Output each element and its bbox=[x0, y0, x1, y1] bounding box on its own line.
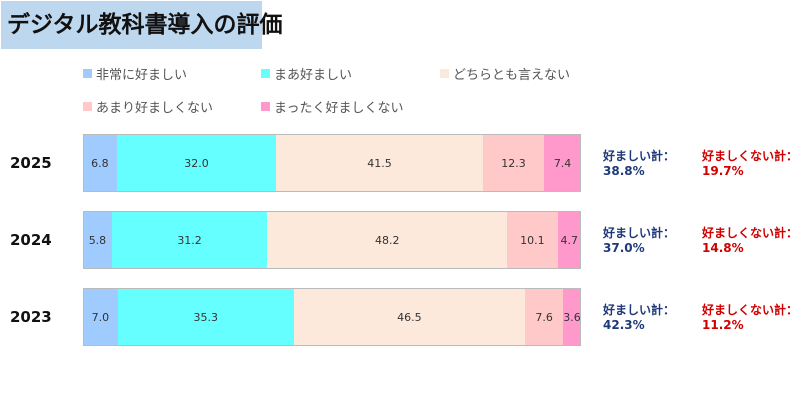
legend-swatch bbox=[261, 69, 270, 78]
negative-total-value: 19.7% bbox=[702, 164, 744, 178]
positive-total-value: 38.8% bbox=[603, 164, 645, 178]
bar-segment: 46.5 bbox=[293, 288, 526, 346]
bar-segment: 3.6 bbox=[563, 288, 581, 346]
chart-title: デジタル教科書導入の評価 bbox=[1, 1, 283, 49]
negative-total-label: 好ましくない計： bbox=[702, 303, 799, 317]
legend-label: まったく好ましくない bbox=[274, 101, 404, 116]
bar-segment: 12.3 bbox=[482, 134, 545, 192]
positive-total: 好ましい計： 37.0% bbox=[603, 226, 675, 256]
bar-segment: 35.3 bbox=[117, 288, 294, 346]
legend-label: どちらとも言えない bbox=[453, 68, 571, 83]
legend-swatch bbox=[440, 69, 449, 78]
positive-total-label: 好ましい計： bbox=[603, 303, 676, 317]
legend-item: まあ好ましい bbox=[261, 64, 352, 83]
negative-total: 好ましくない計： 19.7% bbox=[702, 149, 798, 179]
bar-outline bbox=[83, 288, 581, 346]
bar-segment: 10.1 bbox=[507, 211, 558, 269]
bar-segment: 5.8 bbox=[83, 211, 112, 269]
legend-swatch bbox=[261, 102, 270, 111]
positive-total-value: 37.0% bbox=[603, 241, 645, 255]
bar-segment: 48.2 bbox=[267, 211, 508, 269]
positive-total-value: 42.3% bbox=[603, 318, 645, 332]
legend-label: あまり好ましくない bbox=[96, 101, 214, 116]
legend-item: 非常に好ましい bbox=[83, 64, 187, 83]
negative-total-value: 14.8% bbox=[702, 241, 744, 255]
positive-total-label: 好ましい計： bbox=[603, 226, 676, 240]
year-label: 2024 bbox=[10, 231, 52, 249]
bar-outline bbox=[83, 134, 581, 192]
year-label: 2023 bbox=[10, 308, 52, 326]
negative-total-value: 11.2% bbox=[702, 318, 744, 332]
legend-label: 非常に好ましい bbox=[96, 68, 188, 83]
bar-segment: 32.0 bbox=[116, 134, 277, 192]
bar-segment: 6.8 bbox=[83, 134, 117, 192]
positive-total-label: 好ましい計： bbox=[603, 149, 676, 163]
negative-total: 好ましくない計： 14.8% bbox=[702, 226, 798, 256]
legend-item: どちらとも言えない bbox=[440, 64, 570, 83]
legend-label: まあ好ましい bbox=[274, 68, 353, 83]
year-label: 2025 bbox=[10, 154, 52, 172]
bar-segment: 7.4 bbox=[544, 134, 581, 192]
negative-total-label: 好ましくない計： bbox=[702, 149, 799, 163]
bar-segment: 41.5 bbox=[276, 134, 483, 192]
legend-item: あまり好ましくない bbox=[83, 97, 213, 116]
legend-swatch bbox=[83, 69, 92, 78]
negative-total: 好ましくない計： 11.2% bbox=[702, 303, 798, 333]
bar-segment: 7.6 bbox=[525, 288, 564, 346]
bar-segment: 7.0 bbox=[83, 288, 118, 346]
positive-total: 好ましい計： 38.8% bbox=[603, 149, 675, 179]
legend-swatch bbox=[83, 102, 92, 111]
bar-segment: 4.7 bbox=[557, 211, 581, 269]
bar-outline bbox=[83, 211, 581, 269]
bar-segment: 31.2 bbox=[111, 211, 268, 269]
positive-total: 好ましい計： 42.3% bbox=[603, 303, 675, 333]
legend-item: まったく好ましくない bbox=[261, 97, 403, 116]
negative-total-label: 好ましくない計： bbox=[702, 226, 799, 240]
